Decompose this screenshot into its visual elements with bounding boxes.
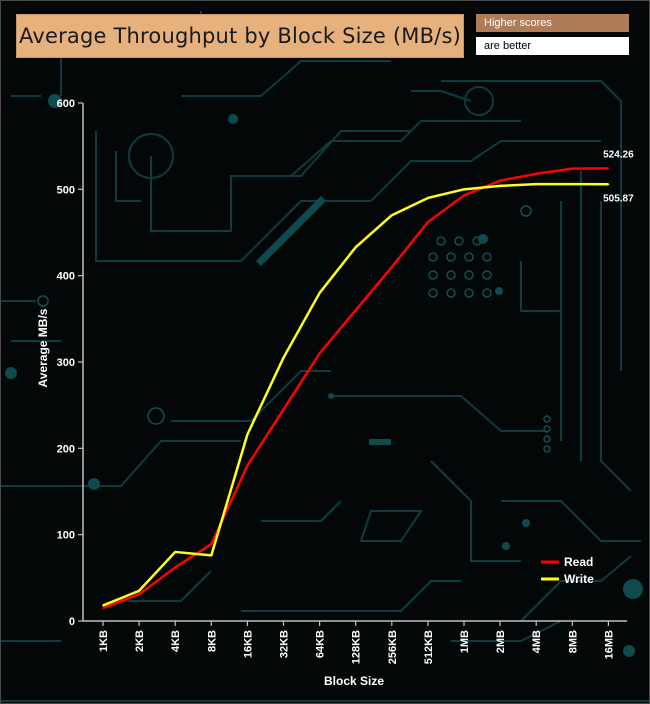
read-data-point [391,266,393,268]
legend-label-read: Read [564,555,593,569]
read-data-point [210,543,213,545]
legend-label-write: Write [564,572,594,586]
write-data-point [174,551,176,553]
read-data-point [138,593,140,596]
x-tick-label: 128KB [351,630,363,664]
read-data-point [174,566,176,569]
x-tick-label: 1MB [459,630,471,653]
write-data-point [607,183,610,186]
read-data-point [102,607,104,609]
y-tick-label: 400 [57,271,75,283]
x-tick-label: 2KB [134,630,146,652]
y-axis-label: Average MB/s [36,308,50,387]
read-data-point [571,167,574,170]
y-tick-label: 200 [57,443,75,455]
chart-legend: Read Write [541,555,594,586]
chart-title-text: Average Throughput by Block Size (MB/s) [19,24,461,48]
read-data-point [607,167,610,170]
write-data-point [354,246,357,248]
higher-scores-note: Higher scores [476,14,629,32]
x-tick-label: 64KB [315,630,327,658]
x-tick-label: 8MB [567,630,579,653]
read-data-point [282,408,285,411]
y-tick-label: 0 [69,616,75,628]
read-data-point [246,464,249,467]
x-tick-label: 2MB [495,630,507,653]
x-tick-label: 32KB [279,630,291,658]
end-value-label: 505.87 [603,193,634,204]
write-data-point [427,197,429,199]
x-axis-label: Block Size [324,674,384,688]
write-data-point [318,292,321,294]
y-tick-label: 300 [57,357,75,369]
y-tick-label: 100 [57,530,75,542]
end-value-label: 524.26 [603,149,634,160]
write-data-point [282,356,285,359]
write-data-point [102,604,104,607]
x-tick-label: 8KB [206,630,218,652]
read-data-point [318,352,321,355]
chart-title: Average Throughput by Block Size (MB/s) [16,14,464,58]
write-data-point [391,214,393,217]
read-data-point [499,179,501,182]
write-data-point [463,188,465,191]
chart-series [102,167,610,610]
read-data-point [535,172,537,175]
write-data-point [499,185,501,187]
write-data-point [138,589,140,592]
write-data-point [246,433,249,436]
write-data-point [210,554,213,557]
y-tick-label: 500 [57,184,75,196]
x-tick-label: 16MB [603,630,615,659]
end-labels: 524.26 505.87 [603,149,634,204]
x-tick-label: 4MB [531,630,543,653]
x-axis-ticks: 1KB 2KB 4KB 8KB 16KB 32KB 64KB 128KB 256KB 512KB 1… [98,621,615,664]
x-tick-label: 4KB [170,630,182,652]
chart-axes [82,103,627,622]
x-tick-label: 16KB [242,630,254,658]
read-series-line [102,167,609,610]
read-data-point [354,309,357,312]
read-data-point [463,194,465,197]
y-tick-label: 600 [57,98,75,110]
read-data-point [427,221,429,223]
y-axis-ticks: 0 100 200 300 400 500 600 [57,98,83,628]
x-tick-label: 1KB [98,630,110,652]
are-better-note: are better [476,37,629,55]
x-tick-label: 256KB [387,630,399,664]
x-tick-label: 512KB [423,630,435,664]
write-data-point [571,183,574,185]
write-data-point [535,183,537,185]
